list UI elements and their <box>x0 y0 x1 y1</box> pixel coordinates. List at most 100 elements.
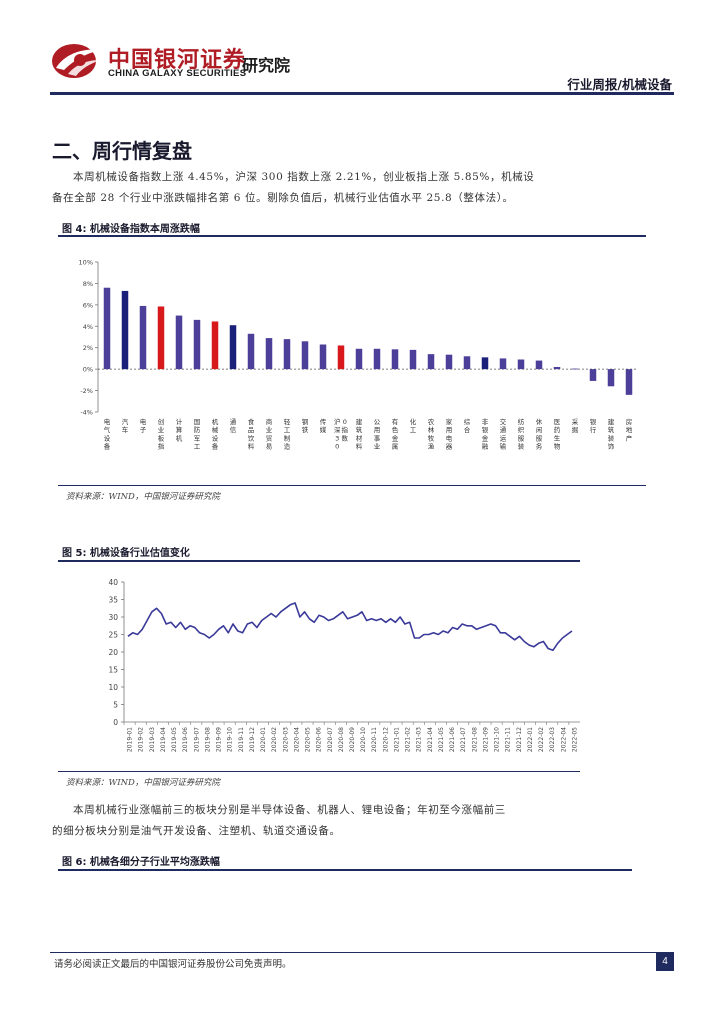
y-tick-label: 40 <box>108 578 118 587</box>
x-tick-label: 2019-10 <box>227 727 234 752</box>
x-category-label: 化工 <box>410 417 417 434</box>
x-category-label: 医药生物 <box>554 418 561 451</box>
x-category-label: 轻工制造 <box>284 417 291 451</box>
x-category-label: 商业贸易 <box>266 417 273 451</box>
galaxy-logo-icon <box>52 44 102 78</box>
x-tick-label: 2019-11 <box>238 727 245 752</box>
y-tick-label: -4% <box>80 409 93 417</box>
institute-label: 研究院 <box>242 56 291 75</box>
x-tick-label: 2021-07 <box>460 727 467 752</box>
bar <box>589 369 597 381</box>
x-tick-label: 2019-03 <box>149 727 156 752</box>
x-category-label: 非银金融 <box>482 417 489 451</box>
bar <box>427 354 435 370</box>
bar <box>157 306 165 370</box>
figure-5-top-rule <box>58 560 580 562</box>
x-tick-label: 2021-12 <box>516 727 523 752</box>
bar <box>499 358 507 370</box>
x-tick-label: 2019-07 <box>193 727 200 752</box>
figure-4-bottom-rule <box>58 485 646 486</box>
bar <box>211 321 219 370</box>
x-category-label: 休闲服务 <box>536 417 543 451</box>
x-tick-label: 2020-08 <box>338 727 345 752</box>
y-tick-label: 6% <box>83 301 93 309</box>
page-number: 4 <box>656 952 674 971</box>
x-category-label: 创业板指 <box>158 417 165 451</box>
x-category-label: 银行 <box>590 417 597 434</box>
x-tick-label: 2021-04 <box>427 727 434 752</box>
x-category-label: 汽车 <box>122 417 129 434</box>
y-tick-label: 0% <box>83 366 93 374</box>
x-category-label: 通信 <box>230 417 237 434</box>
company-name-en: CHINA GALAXY SECURITIES <box>108 68 247 79</box>
x-tick-label: 2019-08 <box>204 727 211 752</box>
x-tick-label: 2021-02 <box>405 727 412 752</box>
x-tick-label: 2019-12 <box>249 727 256 752</box>
footer-divider <box>50 952 674 953</box>
bar <box>553 367 561 370</box>
x-category-label: 钢铁 <box>302 418 309 434</box>
x-tick-label: 2021-10 <box>494 727 501 752</box>
bar <box>121 290 129 370</box>
x-category-label: 建筑材料 <box>356 417 363 451</box>
figure-5-source: 资料来源：WIND，中国银河证券研究院 <box>66 778 220 788</box>
x-tick-label: 2021-01 <box>393 727 400 752</box>
x-tick-label: 2021-03 <box>416 727 423 752</box>
x-tick-label: 2019-02 <box>138 727 145 752</box>
x-category-label: 电子 <box>140 417 147 434</box>
y-tick-label: 20 <box>108 648 118 657</box>
y-tick-label: 30 <box>108 613 118 622</box>
y-tick-label: -2% <box>80 387 93 395</box>
x-tick-label: 2020-10 <box>360 727 367 752</box>
x-tick-label: 2019-09 <box>216 727 223 752</box>
x-tick-label: 2020-04 <box>293 727 300 752</box>
paragraph-line: 本周机械设备指数上涨 4.45%，沪深 300 指数上涨 2.21%，创业板指上… <box>73 171 535 183</box>
x-tick-label: 2020-02 <box>271 727 278 752</box>
x-category-label: 农林牧渔 <box>428 417 435 451</box>
x-tick-label: 2019-01 <box>127 727 134 752</box>
x-category-label: 沪深 3 00 指数 <box>334 417 349 451</box>
bar <box>391 349 399 370</box>
x-category-label: 交通运输 <box>500 417 507 451</box>
x-tick-label: 2021-11 <box>505 727 512 752</box>
report-tag: 行业周报/机械设备 <box>567 77 672 92</box>
figure-5-bottom-rule <box>58 771 580 772</box>
bar <box>319 344 327 370</box>
y-tick-label: 25 <box>108 630 118 639</box>
bar <box>607 369 615 387</box>
figure-4-source: 资料来源：WIND，中国银河证券研究院 <box>66 492 220 502</box>
bar <box>463 356 471 370</box>
figure-6-caption: 图 6: 机械各细分子行业平均涨跌幅 <box>62 857 220 868</box>
footer-disclaimer: 请务必阅读正文最后的中国银河证券股份公司免责声明。 <box>54 959 292 970</box>
paragraph-line: 备在全部 28 个行业中涨跌幅排名第 6 位。剔除负值后，机械行业估值水平 25… <box>52 192 514 204</box>
x-tick-label: 2020-11 <box>371 727 378 752</box>
figure-4-caption: 图 4: 机械设备指数本周涨跌幅 <box>62 224 200 235</box>
x-category-label: 纺织服装 <box>518 417 525 451</box>
x-tick-label: 2020-09 <box>349 727 356 752</box>
y-tick-label: 10 <box>108 683 118 692</box>
y-tick-label: 10% <box>79 259 93 267</box>
bar <box>337 345 345 370</box>
x-category-label: 电气设备 <box>104 417 111 451</box>
valuation-series-line <box>127 602 573 652</box>
paragraph-line: 本周机械行业涨幅前三的板块分别是半导体设备、机器人、锂电设备；年初至今涨幅前三 <box>73 804 506 816</box>
x-tick-label: 2019-05 <box>171 727 178 752</box>
x-tick-label: 2020-05 <box>305 727 312 752</box>
x-tick-label: 2022-03 <box>549 727 556 752</box>
x-category-label: 采掘 <box>572 417 579 434</box>
paragraph-line: 的细分板块分别是油气开发设备、注塑机、轨道交通设备。 <box>52 825 341 837</box>
x-category-label: 传媒 <box>320 417 327 434</box>
bar <box>301 341 309 370</box>
x-category-label: 房地产 <box>626 417 633 442</box>
bar <box>175 315 183 370</box>
x-category-label: 有色金属 <box>392 417 399 451</box>
bar <box>139 305 147 370</box>
figure-6-top-rule <box>58 869 632 871</box>
x-category-label: 计算机 <box>176 417 183 442</box>
x-tick-label: 2021-06 <box>449 727 456 752</box>
bar <box>229 325 237 370</box>
section-title: 二、周行情复盘 <box>52 139 192 163</box>
bar <box>409 349 417 370</box>
x-tick-label: 2022-04 <box>560 727 567 752</box>
